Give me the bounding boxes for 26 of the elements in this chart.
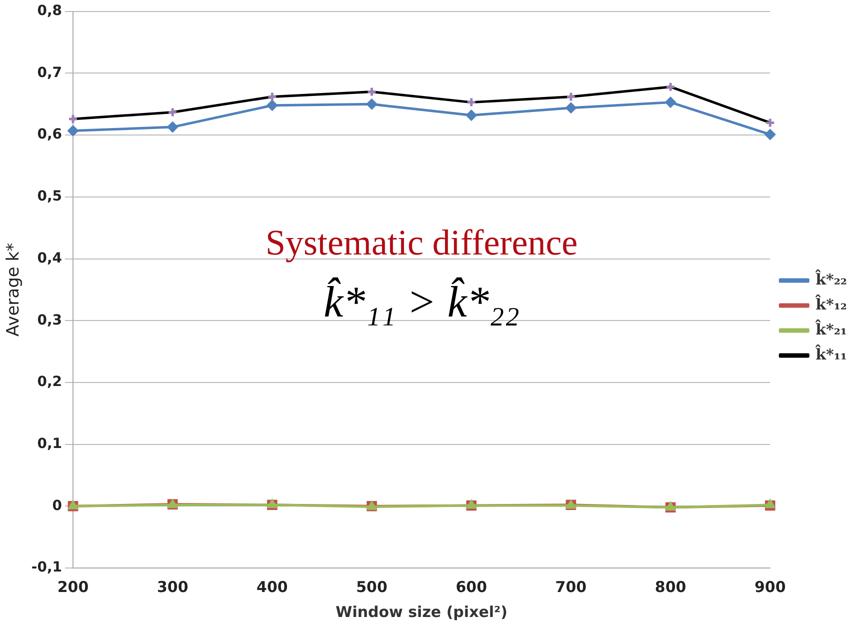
- legend-label: k̂*₂₂: [814, 270, 848, 288]
- y-tick-label: 0,8: [37, 3, 62, 20]
- x-tick-label: 600: [456, 578, 488, 596]
- x-axis-title: Window size (pixel²): [336, 602, 508, 621]
- y-tick-label: 0,7: [37, 64, 62, 81]
- y-tick-label: 0,4: [37, 250, 62, 266]
- y-tick-label: 0,1: [37, 436, 62, 452]
- y-tick-label: 0: [52, 498, 62, 514]
- x-tick-label: 800: [654, 578, 686, 596]
- y-tick-label: 0,6: [37, 126, 62, 143]
- legend-label: k̂*₁₁: [814, 344, 848, 364]
- legend-label: k̂*₂₁: [814, 320, 848, 338]
- annotation: k̂*₁₁ > k̂*₂₂: [324, 276, 520, 327]
- y-tick-label: 0,5: [37, 188, 62, 205]
- legend-label: k̂*₁₂: [814, 294, 848, 314]
- y-tick-label: 0,2: [37, 374, 62, 390]
- x-tick-label: 500: [356, 578, 388, 596]
- y-tick-label: -0,1: [31, 560, 62, 576]
- x-tick-label: 400: [256, 578, 288, 596]
- annotation: Systematic difference: [265, 222, 578, 262]
- x-tick-label: 900: [754, 578, 786, 596]
- x-tick-label: 700: [555, 578, 587, 596]
- x-tick-label: 300: [156, 578, 188, 596]
- x-tick-label: 200: [57, 578, 89, 596]
- y-axis-title: Average k*: [4, 242, 24, 336]
- y-tick-label: 0,3: [37, 312, 62, 328]
